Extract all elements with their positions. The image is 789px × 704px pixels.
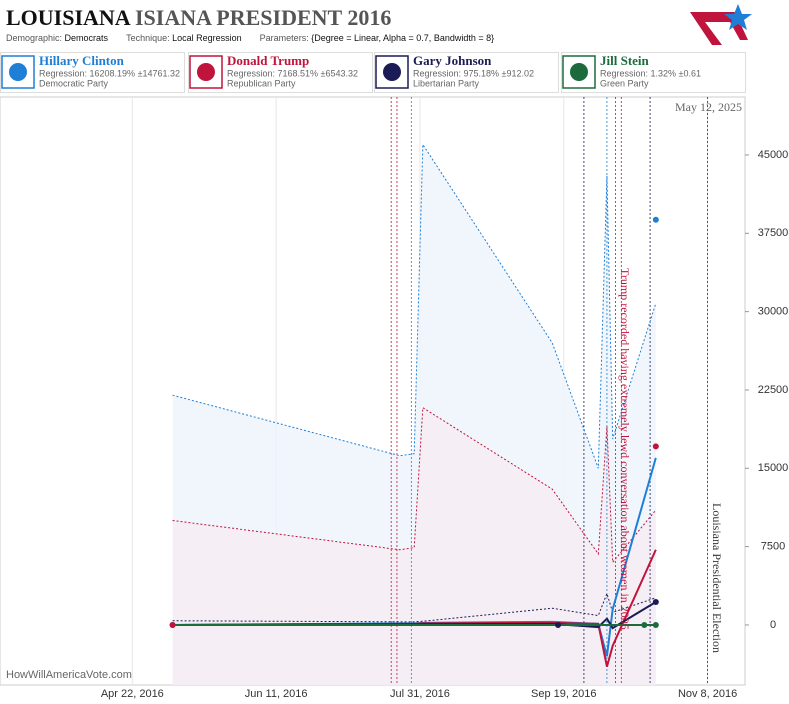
y-tick-label: 15000 bbox=[758, 462, 789, 474]
plot: Apr 22, 2016 Jun 11, 2016 Jul 31, 2016 Sep … bbox=[6, 97, 788, 700]
legend-icon bbox=[562, 55, 596, 89]
poll-point bbox=[169, 621, 176, 628]
legend-icon-glyph bbox=[197, 63, 215, 81]
logo bbox=[690, 4, 752, 45]
poll-point bbox=[641, 621, 648, 628]
title-part: LOUISIANA bbox=[6, 5, 131, 30]
title: LOUISIANA ISIANA PRESIDENT 2016 bbox=[6, 5, 391, 30]
upper-bound bbox=[172, 592, 656, 623]
annotation: Trump recorded having extremely lewd con… bbox=[618, 268, 632, 630]
watermark: HowWillAmericaVote.com bbox=[6, 669, 132, 681]
subtitle: Demographic: Democrats Technique: Local R… bbox=[6, 33, 494, 43]
meta-label: Technique: bbox=[126, 33, 170, 43]
legend-stat: Regression: 7168.51% ±6543.32 bbox=[227, 68, 358, 78]
band-area bbox=[172, 407, 656, 685]
x-tick-label: Jun 11, 2016 bbox=[245, 688, 308, 700]
x-tick-label: Apr 22, 2016 bbox=[101, 688, 164, 700]
poll-point bbox=[652, 598, 659, 605]
x-tick-label: Sep 19, 2016 bbox=[531, 688, 596, 700]
legend-name: Jill Stein bbox=[600, 53, 650, 68]
y-tick-label: 7500 bbox=[761, 541, 785, 553]
x-tick-label: Jul 31, 2016 bbox=[390, 688, 450, 700]
x-tick-label: Nov 8, 2016 bbox=[678, 688, 737, 700]
y-tick-label: 37500 bbox=[758, 227, 789, 239]
meta-label: Demographic: bbox=[6, 33, 62, 43]
upper-bound bbox=[172, 142, 657, 469]
y-tick-label: 45000 bbox=[758, 149, 789, 161]
meta-item: Technique: Local Regression bbox=[126, 33, 242, 43]
poll-point bbox=[555, 621, 562, 628]
legend-name: Donald Trump bbox=[227, 53, 309, 68]
poll-point bbox=[652, 621, 659, 628]
legend-name: Gary Johnson bbox=[413, 53, 492, 68]
legend-icon-glyph bbox=[570, 63, 588, 81]
y-tick-label: 22500 bbox=[758, 384, 789, 396]
legend-stat: Regression: 1.32% ±0.61 bbox=[600, 68, 701, 78]
legend-stat: Regression: 975.18% ±912.02 bbox=[413, 68, 534, 78]
y-tick-label: 30000 bbox=[758, 306, 789, 318]
meta-value: {Degree = Linear, Alpha = 0.7, Bandwidth… bbox=[311, 33, 494, 43]
date-label: May 12, 2025 bbox=[675, 100, 742, 114]
meta-value: Local Regression bbox=[172, 33, 242, 43]
legend-icon-glyph bbox=[9, 63, 27, 81]
poll-point bbox=[652, 216, 659, 223]
legend-stat: Regression: 16208.19% ±14761.32 bbox=[39, 68, 180, 78]
annotation: Louisiana Presidential Election bbox=[710, 503, 724, 653]
meta-item: Parameters: {Degree = Linear, Alpha = 0.… bbox=[260, 33, 494, 43]
meta-item: Demographic: Democrats bbox=[6, 33, 109, 43]
legend-party: Republican Party bbox=[227, 78, 296, 88]
meta-label: Parameters: bbox=[260, 33, 309, 43]
y-tick-label: 0 bbox=[770, 619, 776, 631]
title-part: ISIANA PRESIDENT 2016 bbox=[135, 5, 391, 30]
legend-party: Libertarian Party bbox=[413, 78, 480, 88]
legend-name: Hillary Clinton bbox=[39, 53, 125, 68]
legend-icon-glyph bbox=[383, 63, 401, 81]
legend-party: Green Party bbox=[600, 78, 649, 88]
poll-point bbox=[652, 443, 659, 450]
meta-value: Democrats bbox=[65, 33, 109, 43]
legend-party: Democratic Party bbox=[39, 78, 109, 88]
upper-bound bbox=[172, 406, 657, 564]
